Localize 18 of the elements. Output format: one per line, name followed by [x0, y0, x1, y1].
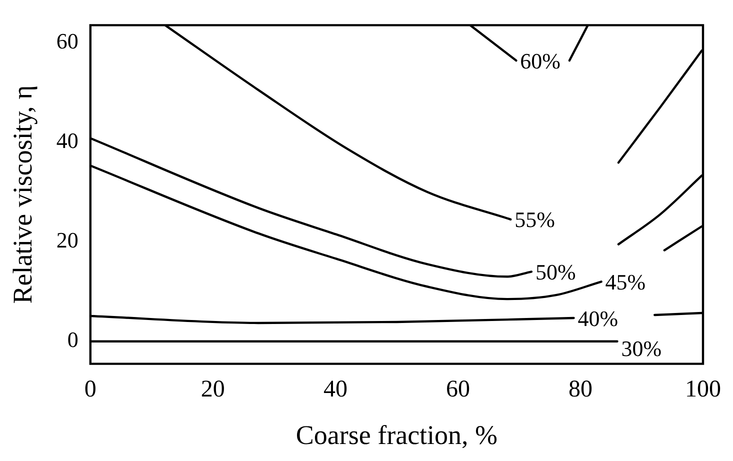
x-axis-title: Coarse fraction, % [296, 420, 498, 450]
y-tick-label: 40 [56, 128, 78, 153]
series-label: 45% [605, 269, 646, 294]
series-label: 40% [578, 306, 618, 331]
x-tick-label: 100 [685, 376, 721, 402]
series-label: 30% [621, 336, 662, 362]
series-label: 60% [520, 48, 560, 74]
x-tick-label: 60 [446, 376, 470, 402]
x-tick-label: 0 [84, 376, 96, 402]
y-tick-label: 0 [67, 327, 78, 352]
y-axis-title: Relative viscosity, η [7, 85, 38, 304]
x-tick-label: 20 [200, 376, 225, 402]
series-label: 55% [514, 207, 555, 232]
x-tick-label: 40 [323, 376, 348, 402]
y-tick-label: 60 [56, 28, 78, 54]
x-tick-label: 80 [568, 376, 592, 402]
series-label: 50% [535, 259, 576, 284]
y-tick-label: 20 [56, 228, 78, 253]
